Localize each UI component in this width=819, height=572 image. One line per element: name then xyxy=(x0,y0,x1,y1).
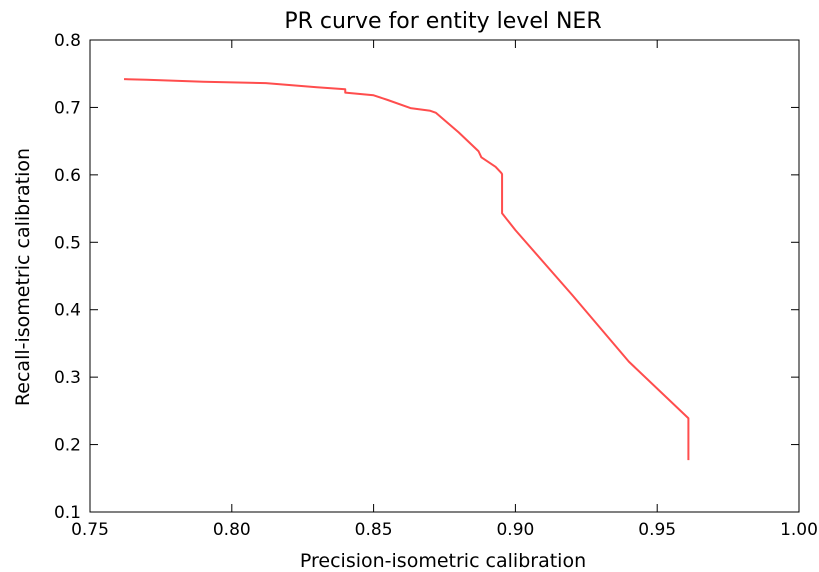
x-tick-label: 0.75 xyxy=(71,520,109,540)
x-axis-label: Precision-isometric calibration xyxy=(300,550,586,572)
plot-frame xyxy=(89,39,800,513)
series-layer xyxy=(124,78,690,461)
y-tick-label: 0.2 xyxy=(54,436,81,456)
ticks-layer: 0.75 0.80 0.85 0.90 0.95 1.00 0.1 0.2 0.3 0.4 0.5 0… xyxy=(54,31,818,540)
plot-area xyxy=(89,39,800,513)
y-tick-label: 0.8 xyxy=(54,31,81,51)
y-tick-label: 0.6 xyxy=(54,166,81,186)
series-line-0 xyxy=(124,78,690,461)
x-tick-label: 0.80 xyxy=(213,520,251,540)
x-tick-label: 0.85 xyxy=(355,520,393,540)
x-tick-label: 0.95 xyxy=(638,520,676,540)
y-tick-label: 0.1 xyxy=(54,503,81,523)
chart-title: PR curve for entity level NER xyxy=(284,9,601,34)
y-tick-label: 0.7 xyxy=(54,98,81,118)
y-tick-label: 0.5 xyxy=(54,233,81,253)
x-tick-label: 0.90 xyxy=(496,520,534,540)
y-tick-label: 0.3 xyxy=(54,368,81,388)
y-axis-label: Recall-isometric calibration xyxy=(12,148,34,406)
x-tick-label: 1.00 xyxy=(780,520,818,540)
y-tick-label: 0.4 xyxy=(54,301,81,321)
